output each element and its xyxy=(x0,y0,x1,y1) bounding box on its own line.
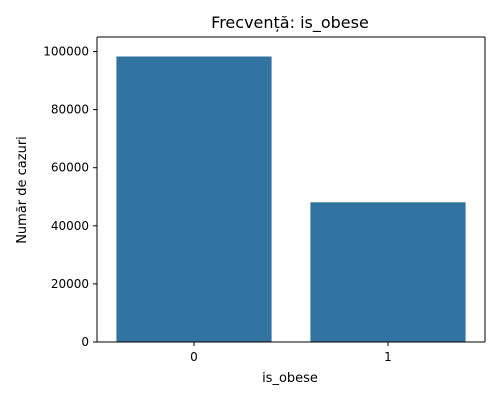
y-tick-label: 100000 xyxy=(43,45,89,59)
bar-1 xyxy=(310,202,466,342)
bars-group xyxy=(116,56,466,342)
y-tick-label: 0 xyxy=(81,335,89,349)
bar-0 xyxy=(116,56,272,342)
y-axis: 0 20000 40000 60000 80000 100000 xyxy=(43,36,486,349)
y-tick-label: 80000 xyxy=(51,103,89,117)
x-tick-label: 1 xyxy=(384,350,392,364)
y-tick-label: 60000 xyxy=(51,161,89,175)
x-tick-label: 0 xyxy=(190,350,198,364)
x-axis-label: is_obese xyxy=(262,371,318,386)
y-tick-label: 40000 xyxy=(51,219,89,233)
chart-title: Frecvență: is_obese xyxy=(211,13,369,33)
y-tick-label: 20000 xyxy=(51,277,89,291)
y-axis-label: Număr de cazuri xyxy=(15,136,30,244)
